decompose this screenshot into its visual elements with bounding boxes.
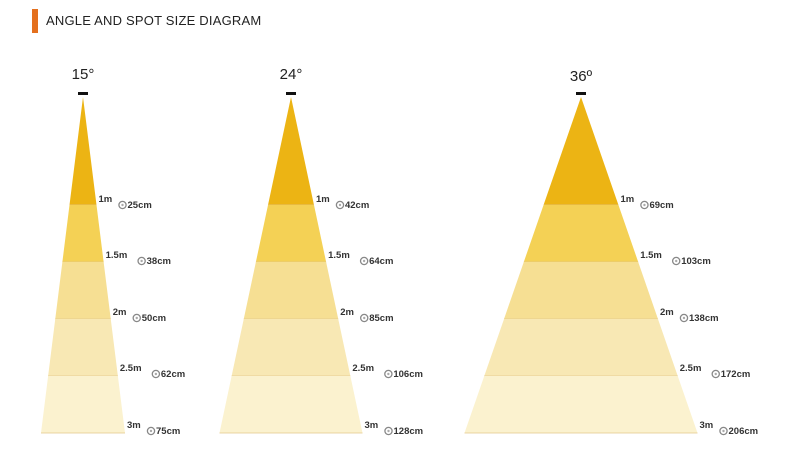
spot-size-icon-center [643,203,646,207]
beam-band [219,376,363,433]
beam-band [255,205,327,262]
spot-size-label: 50cm [142,313,166,324]
beam-band [543,97,619,205]
spot-size-icon-center [363,316,366,320]
spot-size-icon [719,426,728,436]
spot-size-icon-center [387,372,390,376]
spot-size-icon [151,369,161,379]
spot-size-label: 138cm [689,313,719,324]
spot-size-label: 75cm [156,426,180,437]
beam-band [504,262,658,319]
beam-band [55,262,111,319]
spot-size-label: 103cm [681,256,711,267]
distance-label: 2m [340,307,354,318]
beam-band [41,376,125,433]
distance-label: 1.5m [640,250,662,261]
spot-size-icon [711,369,720,379]
spot-size-icon [671,256,681,266]
spot-size-label: 42cm [345,200,369,211]
beam-band [62,205,104,262]
header-accent-bar [32,9,38,33]
distance-label: 3m [127,420,141,431]
beam-band [464,376,698,433]
spot-size-label: 128cm [394,426,424,437]
lamp-icon [286,92,296,95]
spot-size-icon [359,313,369,323]
spot-size-icon [359,256,369,266]
spot-size-label: 106cm [393,369,423,380]
spot-size-icon-center [362,259,366,263]
distance-label: 2.5m [120,363,142,374]
beam-band [268,97,314,205]
spot-size-icon [137,256,146,266]
spot-size-icon [335,200,345,210]
spot-size-icon-center [149,429,153,433]
lamp-icon [576,92,586,95]
spot-size-icon [384,369,393,379]
spot-size-icon [679,313,689,323]
spot-size-icon-center [387,429,390,433]
spot-size-icon-center [682,316,686,320]
spot-size-icon-center [140,259,143,263]
distance-label: 1.5m [106,250,128,261]
lamp-icon [78,92,88,95]
page-title: ANGLE AND SPOT SIZE DIAGRAM [46,13,262,28]
beam-band [484,319,678,376]
distance-label: 1m [316,194,330,205]
spot-size-label: 25cm [128,200,152,211]
beam-band [523,205,639,262]
distance-label: 1m [99,194,113,205]
spot-size-icon-center [675,259,678,263]
spot-size-icon [640,200,649,210]
spot-size-label: 64cm [369,256,393,267]
spot-size-label: 38cm [147,256,171,267]
distance-label: 2m [113,307,127,318]
beam-band [231,319,351,376]
distance-label: 3m [365,420,379,431]
spot-size-icon-center [121,203,124,207]
distance-label: 1m [620,194,634,205]
spot-size-label: 69cm [649,200,673,211]
beam-angle-label: 36º [570,68,593,85]
beam-angle-label: 15° [72,66,95,83]
spot-size-label: 206cm [729,426,759,437]
spot-size-label: 62cm [161,369,185,380]
distance-label: 1.5m [328,250,350,261]
spot-size-label: 172cm [721,369,751,380]
spot-size-icon [132,313,141,323]
spot-size-icon-center [338,203,342,207]
beam-band [48,319,118,376]
spot-size-label: 85cm [369,313,393,324]
spot-size-icon-center [714,372,717,376]
spot-size-icon [384,426,393,436]
distance-label: 2.5m [680,363,702,374]
spot-size-icon [118,200,127,210]
spot-size-icon [146,426,156,436]
spot-size-icon-center [135,316,138,320]
spot-size-icon-center [154,372,158,376]
distance-label: 2m [660,307,674,318]
beam-band [69,97,97,205]
beam-angle-label: 24° [280,66,303,83]
distance-label: 3m [700,420,714,431]
beam-band [243,262,339,319]
distance-label: 2.5m [352,363,374,374]
spot-size-icon-center [722,429,725,433]
